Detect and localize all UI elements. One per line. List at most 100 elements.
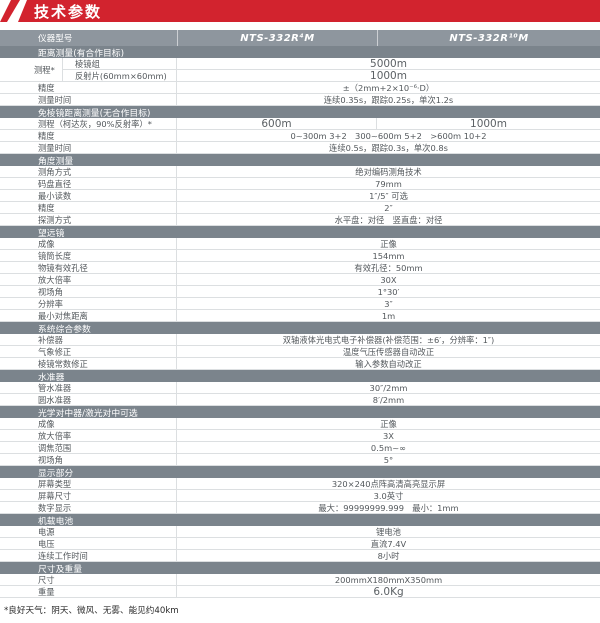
row-label: 气象修正 xyxy=(0,346,177,357)
section-header: 距离测量(有合作目标) xyxy=(0,46,600,59)
row-value: 1″/5″ 可选 xyxy=(369,190,408,201)
row-label: 成像 xyxy=(0,238,177,249)
table-row: 最小对焦距离 1m xyxy=(0,310,600,322)
row-label: 重量 xyxy=(0,586,177,597)
table-row: 电源 锂电池 xyxy=(0,526,600,538)
table-row: 屏幕尺寸 3.0英寸 xyxy=(0,490,600,502)
section-header: 尺寸及重量 xyxy=(0,562,600,575)
row-value: 锂电池 xyxy=(376,526,401,537)
section-title: 系统综合参数 xyxy=(38,324,91,335)
table-row: 测程（柯达灰，90%反射率）* 600m 1000m xyxy=(0,118,600,130)
section-title: 机载电池 xyxy=(38,516,74,527)
row-label: 精度 xyxy=(0,130,177,141)
table-row: 探测方式 水平盘：对径 竖直盘：对径 xyxy=(0,214,600,226)
row-value: 连续0.35s，跟踪0.25s，单次1.2s xyxy=(323,94,454,105)
table-row: 反射片(60mm×60mm) 1000m xyxy=(63,70,600,82)
section-header: 免棱镜距离测量(无合作目标) xyxy=(0,106,600,119)
row-sublabel: 棱镜组 xyxy=(63,58,177,69)
row-value: 有效孔径：50mm xyxy=(354,262,423,273)
row-label: 测量时间 xyxy=(0,142,177,153)
table-row: 测角方式 绝对编码测角技术 xyxy=(0,166,600,178)
table-row: 精度 0~300m 3+2 300~600m 5+2 >600m 10+2 xyxy=(0,130,600,142)
table-row: 管水准器 30″/2mm xyxy=(0,382,600,394)
row-value: 温度气压传感器自动改正 xyxy=(342,346,435,357)
table-row: 精度 ±（2mm+2×10⁻⁶·D） xyxy=(0,82,600,94)
row-value: ±（2mm+2×10⁻⁶·D） xyxy=(342,82,435,93)
row-value: 双轴液体光电式电子补偿器(补偿范围：±6′，分辨率：1″) xyxy=(282,334,495,345)
spec-rows: 距离测量(有合作目标) 测程* 棱镜组 5000m 反射片(60mm×60mm) 1000… xyxy=(0,46,600,598)
row-label: 补偿器 xyxy=(0,334,177,345)
row-label: 码盘直径 xyxy=(0,178,177,189)
row-label: 分辨率 xyxy=(0,298,177,309)
row-value: 2″ xyxy=(384,202,393,213)
row-value: 绝对编码测角技术 xyxy=(355,166,422,177)
table-row: 电压 直流7.4V xyxy=(0,538,600,550)
row-label: 精度 xyxy=(0,82,177,93)
row-value: 8小时 xyxy=(377,550,400,561)
row-value: 0~300m 3+2 300~600m 5+2 >600m 10+2 xyxy=(290,130,487,141)
row-label: 精度 xyxy=(0,202,177,213)
table-row: 气象修正 温度气压传感器自动改正 xyxy=(0,346,600,358)
section-header: 水准器 xyxy=(0,370,600,383)
row-label: 棱镜常数修正 xyxy=(0,358,177,369)
row-value-model-2: 1000m xyxy=(470,117,507,130)
row-label: 尺寸 xyxy=(0,574,177,585)
row-label: 圆水准器 xyxy=(0,394,177,405)
table-row: 物镜有效孔径 有效孔径：50mm xyxy=(0,262,600,274)
row-value: 30″/2mm xyxy=(369,382,408,393)
group-rows: 棱镜组 5000m 反射片(60mm×60mm) 1000m xyxy=(63,58,600,82)
table-row: 尺寸 200mmX180mmX350mm xyxy=(0,574,600,586)
section-header: 角度测量 xyxy=(0,154,600,167)
row-value: 320×240点阵高清高亮显示屏 xyxy=(331,478,446,489)
section-title: 距离测量(有合作目标) xyxy=(38,48,125,59)
section-title: 光学对中器/激光对中可选 xyxy=(38,408,138,419)
table-row: 最小读数 1″/5″ 可选 xyxy=(0,190,600,202)
group-label: 测程* xyxy=(0,58,63,82)
section-title: 尺寸及重量 xyxy=(38,564,82,575)
row-label: 探测方式 xyxy=(0,214,177,225)
table-row: 视场角 1°30′ xyxy=(0,286,600,298)
section-header: 望远镜 xyxy=(0,226,600,239)
row-label: 成像 xyxy=(0,418,177,429)
row-value: 正像 xyxy=(380,238,397,249)
row-value: 3.0英寸 xyxy=(373,490,404,501)
row-value: 0.5m~∞ xyxy=(370,442,407,453)
row-group: 测程* 棱镜组 5000m 反射片(60mm×60mm) 1000m xyxy=(0,58,600,82)
table-row: 补偿器 双轴液体光电式电子补偿器(补偿范围：±6′，分辨率：1″) xyxy=(0,334,600,346)
row-value: 1000m xyxy=(370,69,407,82)
table-row: 测量时间 连续0.5s，跟踪0.3s，单次0.8s xyxy=(0,142,600,154)
row-value: 3″ xyxy=(384,298,393,309)
row-value: 正像 xyxy=(380,418,397,429)
row-value: 1°30′ xyxy=(377,286,400,297)
table-row: 分辨率 3″ xyxy=(0,298,600,310)
table-row: 圆水准器 8′/2mm xyxy=(0,394,600,406)
row-value: 200mmX180mmX350mm xyxy=(334,574,443,585)
column-header-model-1: NTS-332R⁴M xyxy=(177,30,377,46)
table-row: 重量 6.0Kg xyxy=(0,586,600,598)
table-row: 视场角 5° xyxy=(0,454,600,466)
row-label: 视场角 xyxy=(0,454,177,465)
table-columns-header: 仪器型号 NTS-332R⁴M NTS-332R¹⁰M xyxy=(0,30,600,46)
row-value: 3X xyxy=(383,430,394,441)
row-label: 管水准器 xyxy=(0,382,177,393)
row-value: 最大：99999999.999 最小：1mm xyxy=(318,502,459,513)
table-row: 屏幕类型 320×240点阵高清高亮显示屏 xyxy=(0,478,600,490)
row-value: 6.0Kg xyxy=(373,585,404,598)
section-header: 系统综合参数 xyxy=(0,322,600,335)
section-title: 免棱镜距离测量(无合作目标) xyxy=(38,108,151,119)
table-row: 连续工作时间 8小时 xyxy=(0,550,600,562)
row-value: 5° xyxy=(383,454,394,465)
row-label: 屏幕类型 xyxy=(0,478,177,489)
row-value: 连续0.5s，跟踪0.3s，单次0.8s xyxy=(329,142,448,153)
row-value: 1m xyxy=(381,310,396,321)
page-title: 技术参数 xyxy=(34,2,103,21)
table-row: 数字显示 最大：99999999.999 最小：1mm xyxy=(0,502,600,514)
row-label: 物镜有效孔径 xyxy=(0,262,177,273)
row-label: 最小对焦距离 xyxy=(0,310,177,321)
table-row: 码盘直径 79mm xyxy=(0,178,600,190)
section-title: 水准器 xyxy=(38,372,65,383)
section-header: 机载电池 xyxy=(0,514,600,527)
row-value: 5000m xyxy=(370,57,407,70)
row-label: 数字显示 xyxy=(0,502,177,513)
row-label: 屏幕尺寸 xyxy=(0,490,177,501)
